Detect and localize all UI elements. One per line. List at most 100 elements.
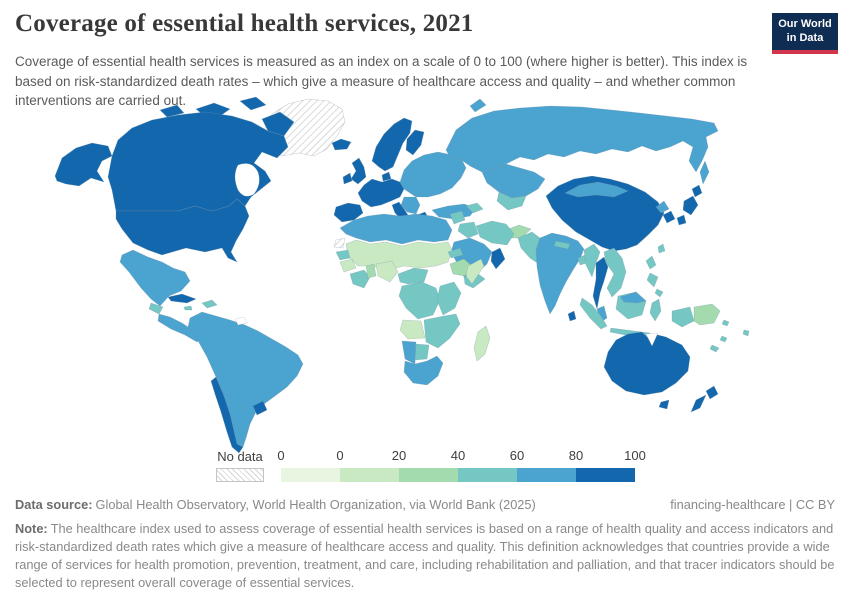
country-new-zealand-south[interactable] xyxy=(690,394,707,413)
country-denmark[interactable] xyxy=(381,171,392,182)
country-canada-baffin[interactable] xyxy=(261,111,295,137)
country-syria-levant[interactable] xyxy=(449,210,466,225)
country-botswana[interactable] xyxy=(414,343,430,361)
country-uk[interactable] xyxy=(350,157,367,185)
country-hispaniola[interactable] xyxy=(201,299,218,309)
country-kazakhstan[interactable] xyxy=(481,163,546,199)
country-oman[interactable] xyxy=(490,247,506,270)
country-sumatra[interactable] xyxy=(579,297,608,330)
country-canada-arctic-3[interactable] xyxy=(159,104,185,118)
country-vanuatu[interactable] xyxy=(719,335,728,343)
legend-tick: 40 xyxy=(450,448,466,463)
country-spain-portugal[interactable] xyxy=(333,202,364,223)
country-philippines-1[interactable] xyxy=(645,255,657,270)
country-tasmania[interactable] xyxy=(658,399,670,410)
country-philippines-2[interactable] xyxy=(646,272,659,288)
country-eritrea-djibouti[interactable] xyxy=(447,247,464,259)
owid-logo[interactable]: Our World in Data xyxy=(772,13,838,54)
country-senegal[interactable] xyxy=(335,249,351,261)
legend-tick: 0 xyxy=(277,448,285,463)
country-thailand[interactable] xyxy=(592,256,609,310)
country-ireland[interactable] xyxy=(342,172,353,185)
country-sahel[interactable] xyxy=(345,239,453,271)
country-south-america[interactable] xyxy=(187,311,304,448)
legend-no-data-label: No data xyxy=(217,449,263,464)
country-chile[interactable] xyxy=(210,376,244,454)
country-usa-alaska[interactable] xyxy=(54,142,113,187)
country-papua-new-guinea[interactable] xyxy=(693,303,721,326)
legend-colorbar xyxy=(281,468,635,482)
country-india[interactable] xyxy=(535,232,585,315)
country-west-papua[interactable] xyxy=(671,306,695,328)
country-malaysia-borneo[interactable] xyxy=(619,291,647,304)
country-east-africa[interactable] xyxy=(436,281,462,316)
country-western-sahara[interactable] xyxy=(333,237,346,249)
country-japan-hokkaido[interactable] xyxy=(691,184,703,198)
country-somalia[interactable] xyxy=(465,258,485,285)
page-title: Coverage of essential health services, 2… xyxy=(15,10,474,37)
gulf-of-carpentaria-water xyxy=(645,332,659,347)
attribution-text[interactable]: financing-healthcare | CC BY xyxy=(670,497,835,512)
country-sri-lanka[interactable] xyxy=(567,310,577,322)
country-north-korea[interactable] xyxy=(655,200,670,214)
country-drc[interactable] xyxy=(398,281,441,320)
country-south-africa[interactable] xyxy=(403,355,444,386)
legend-no-data-swatch[interactable] xyxy=(216,468,264,482)
country-french-guiana[interactable] xyxy=(234,316,248,326)
country-eastern-europe[interactable] xyxy=(399,151,467,198)
country-madagascar[interactable] xyxy=(473,325,491,362)
country-fiji[interactable] xyxy=(742,329,750,337)
country-japan-honshu[interactable] xyxy=(682,195,699,216)
country-caucasus[interactable] xyxy=(465,202,484,214)
country-iran[interactable] xyxy=(475,220,515,246)
legend-bin-60-80[interactable] xyxy=(517,468,576,482)
country-namibia[interactable] xyxy=(401,340,417,365)
country-guinea[interactable] xyxy=(339,258,357,273)
country-mongolia[interactable] xyxy=(564,181,629,198)
country-iceland[interactable] xyxy=(331,138,352,151)
country-nigeria[interactable] xyxy=(375,260,399,283)
legend-bin-80-100[interactable] xyxy=(576,468,635,482)
country-jamaica[interactable] xyxy=(183,305,193,311)
country-cote-divoire-ghana[interactable] xyxy=(349,269,371,289)
country-canada-arctic-2[interactable] xyxy=(239,96,267,111)
owid-logo-accent-bar xyxy=(772,49,838,54)
country-sakhalin[interactable] xyxy=(699,160,710,185)
country-iraq[interactable] xyxy=(457,221,479,239)
country-zambia-zimbabwe-mozambique[interactable] xyxy=(423,313,461,349)
country-norway-sweden[interactable] xyxy=(371,117,413,172)
legend-bin-20-40[interactable] xyxy=(399,468,458,482)
legend-bin-40-60[interactable] xyxy=(458,468,517,482)
hudson-bay-water xyxy=(234,163,260,197)
country-taiwan[interactable] xyxy=(657,243,666,254)
legend-bin-0-20[interactable] xyxy=(340,468,399,482)
country-japan-kyushu[interactable] xyxy=(676,214,687,226)
country-north-africa[interactable] xyxy=(339,213,453,245)
country-new-zealand-north[interactable] xyxy=(705,385,719,400)
country-benin-togo[interactable] xyxy=(365,263,377,279)
owid-logo-line2: in Data xyxy=(786,31,824,44)
country-nepal[interactable] xyxy=(553,240,571,250)
country-cuba[interactable] xyxy=(167,293,197,304)
country-novaya-zemlya[interactable] xyxy=(469,98,487,113)
country-solomon-islands[interactable] xyxy=(721,319,730,327)
country-philippines-3[interactable] xyxy=(654,288,664,298)
country-cameroon-car[interactable] xyxy=(397,267,429,285)
data-source-text: Data source: Global Health Observatory, W… xyxy=(15,497,536,512)
country-usa[interactable] xyxy=(115,198,250,263)
data-source-label: Data source: xyxy=(15,497,93,512)
country-mexico[interactable] xyxy=(119,249,191,307)
country-south-korea[interactable] xyxy=(662,210,676,224)
country-new-caledonia[interactable] xyxy=(709,344,720,353)
country-finland[interactable] xyxy=(405,129,425,156)
country-central-asia[interactable] xyxy=(496,191,527,211)
country-angola[interactable] xyxy=(399,319,426,340)
country-canada[interactable] xyxy=(107,111,289,212)
country-australia[interactable] xyxy=(603,331,691,396)
legend-bin-0-0[interactable] xyxy=(281,468,340,482)
country-uruguay[interactable] xyxy=(252,400,268,416)
country-sulawesi[interactable] xyxy=(649,298,662,322)
country-russia[interactable] xyxy=(445,105,719,173)
country-indochina[interactable] xyxy=(603,247,627,298)
